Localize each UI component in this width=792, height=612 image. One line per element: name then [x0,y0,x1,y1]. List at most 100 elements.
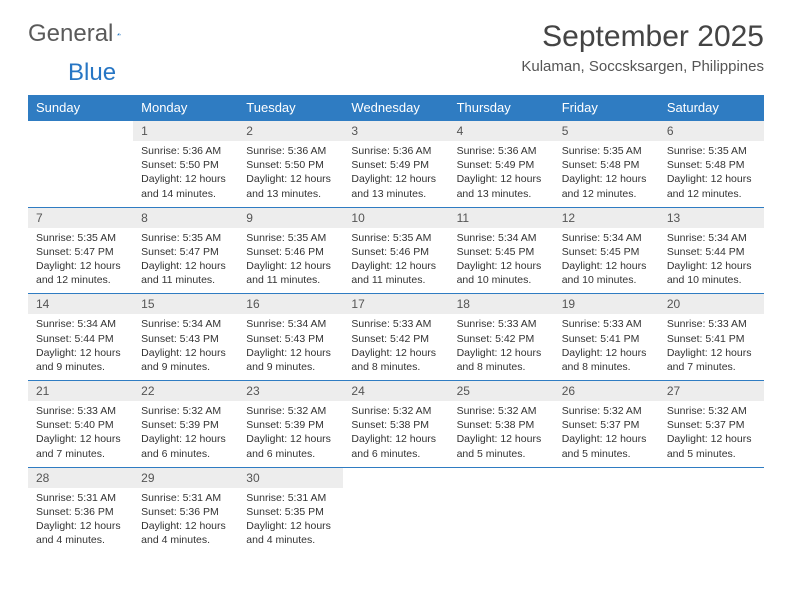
col-header: Friday [554,95,659,121]
sunrise: Sunrise: 5:31 AM [141,491,230,505]
daylight: Daylight: 12 hours and 5 minutes. [667,432,756,460]
col-header: Tuesday [238,95,343,121]
sunrise: Sunrise: 5:35 AM [351,231,440,245]
day-info: Sunrise: 5:36 AMSunset: 5:49 PMDaylight:… [449,141,554,207]
day-info: Sunrise: 5:33 AMSunset: 5:41 PMDaylight:… [659,314,764,380]
sunrise: Sunrise: 5:36 AM [351,144,440,158]
day-number: 24 [343,381,448,401]
day-info: Sunrise: 5:31 AMSunset: 5:35 PMDaylight:… [238,488,343,554]
daylight: Daylight: 12 hours and 6 minutes. [141,432,230,460]
sunrise: Sunrise: 5:33 AM [667,317,756,331]
calendar-day: 17Sunrise: 5:33 AMSunset: 5:42 PMDayligh… [343,294,448,381]
calendar-day [449,467,554,553]
calendar-day: 30Sunrise: 5:31 AMSunset: 5:35 PMDayligh… [238,467,343,553]
day-info: Sunrise: 5:36 AMSunset: 5:50 PMDaylight:… [238,141,343,207]
sunrise: Sunrise: 5:35 AM [562,144,651,158]
sunrise: Sunrise: 5:34 AM [246,317,335,331]
daylight: Daylight: 12 hours and 14 minutes. [141,172,230,200]
sunrise: Sunrise: 5:32 AM [457,404,546,418]
day-number: 17 [343,294,448,314]
sunset: Sunset: 5:43 PM [246,332,335,346]
calendar-day: 28Sunrise: 5:31 AMSunset: 5:36 PMDayligh… [28,467,133,553]
daylight: Daylight: 12 hours and 6 minutes. [246,432,335,460]
sunset: Sunset: 5:44 PM [36,332,125,346]
day-number: 25 [449,381,554,401]
col-header: Monday [133,95,238,121]
daylight: Daylight: 12 hours and 5 minutes. [457,432,546,460]
day-number: 5 [554,121,659,141]
calendar-day: 2Sunrise: 5:36 AMSunset: 5:50 PMDaylight… [238,121,343,208]
calendar-day [343,467,448,553]
calendar-day: 26Sunrise: 5:32 AMSunset: 5:37 PMDayligh… [554,381,659,468]
day-info: Sunrise: 5:32 AMSunset: 5:39 PMDaylight:… [238,401,343,467]
day-number: 28 [28,468,133,488]
daylight: Daylight: 12 hours and 8 minutes. [457,346,546,374]
sunset: Sunset: 5:48 PM [667,158,756,172]
day-info: Sunrise: 5:33 AMSunset: 5:40 PMDaylight:… [28,401,133,467]
day-number: 19 [554,294,659,314]
calendar-week: 1Sunrise: 5:36 AMSunset: 5:50 PMDaylight… [28,121,764,208]
day-number: 27 [659,381,764,401]
day-number: 16 [238,294,343,314]
calendar-page: General September 2025 Kulaman, Soccsksa… [0,0,792,573]
day-number: 14 [28,294,133,314]
col-header: Wednesday [343,95,448,121]
day-info: Sunrise: 5:32 AMSunset: 5:38 PMDaylight:… [449,401,554,467]
day-info: Sunrise: 5:33 AMSunset: 5:42 PMDaylight:… [449,314,554,380]
day-info: Sunrise: 5:35 AMSunset: 5:46 PMDaylight:… [238,228,343,294]
calendar-week: 21Sunrise: 5:33 AMSunset: 5:40 PMDayligh… [28,381,764,468]
day-number: 2 [238,121,343,141]
calendar-day: 24Sunrise: 5:32 AMSunset: 5:38 PMDayligh… [343,381,448,468]
calendar-table: SundayMondayTuesdayWednesdayThursdayFrid… [28,95,764,553]
sunrise: Sunrise: 5:35 AM [141,231,230,245]
calendar-day: 9Sunrise: 5:35 AMSunset: 5:46 PMDaylight… [238,207,343,294]
day-info: Sunrise: 5:34 AMSunset: 5:45 PMDaylight:… [554,228,659,294]
day-info: Sunrise: 5:34 AMSunset: 5:45 PMDaylight:… [449,228,554,294]
sunrise: Sunrise: 5:32 AM [246,404,335,418]
calendar-week: 14Sunrise: 5:34 AMSunset: 5:44 PMDayligh… [28,294,764,381]
sunset: Sunset: 5:45 PM [562,245,651,259]
sunset: Sunset: 5:50 PM [246,158,335,172]
sunset: Sunset: 5:41 PM [667,332,756,346]
calendar-day: 27 Sunrise: 5:32 AMSunset: 5:37 PMDayligh… [659,381,764,468]
day-number: 15 [133,294,238,314]
calendar-day: 20Sunrise: 5:33 AMSunset: 5:41 PMDayligh… [659,294,764,381]
daylight: Daylight: 12 hours and 11 minutes. [351,259,440,287]
calendar-day: 14Sunrise: 5:34 AMSunset: 5:44 PMDayligh… [28,294,133,381]
sunset: Sunset: 5:41 PM [562,332,651,346]
sunset: Sunset: 5:42 PM [457,332,546,346]
sunset: Sunset: 5:46 PM [246,245,335,259]
day-number: 12 [554,208,659,228]
sunrise: Sunrise: 5:32 AM [667,404,756,418]
daylight: Daylight: 12 hours and 9 minutes. [141,346,230,374]
sunset: Sunset: 5:38 PM [457,418,546,432]
col-header: Saturday [659,95,764,121]
sunrise: Sunrise: 5:34 AM [36,317,125,331]
daylight: Daylight: 12 hours and 5 minutes. [562,432,651,460]
sunset: Sunset: 5:49 PM [351,158,440,172]
sunrise: Sunrise: 5:35 AM [667,144,756,158]
day-number: 30 [238,468,343,488]
calendar-week: 7Sunrise: 5:35 AMSunset: 5:47 PMDaylight… [28,207,764,294]
sunrise: Sunrise: 5:34 AM [457,231,546,245]
calendar-day: 22Sunrise: 5:32 AMSunset: 5:39 PMDayligh… [133,381,238,468]
calendar-day: 7Sunrise: 5:35 AMSunset: 5:47 PMDaylight… [28,207,133,294]
sunset: Sunset: 5:49 PM [457,158,546,172]
sunset: Sunset: 5:48 PM [562,158,651,172]
calendar-day: 16Sunrise: 5:34 AMSunset: 5:43 PMDayligh… [238,294,343,381]
sunset: Sunset: 5:37 PM [667,418,756,432]
col-header: Sunday [28,95,133,121]
daylight: Daylight: 12 hours and 7 minutes. [667,346,756,374]
daylight: Daylight: 12 hours and 10 minutes. [457,259,546,287]
daylight: Daylight: 12 hours and 11 minutes. [141,259,230,287]
day-info: Sunrise: 5:35 AMSunset: 5:46 PMDaylight:… [343,228,448,294]
sunrise: Sunrise: 5:34 AM [141,317,230,331]
day-number: 20 [659,294,764,314]
day-info: Sunrise: 5:35 AMSunset: 5:48 PMDaylight:… [554,141,659,207]
day-number: 1 [133,121,238,141]
sunrise: Sunrise: 5:31 AM [36,491,125,505]
day-number: 23 [238,381,343,401]
calendar-day: 29Sunrise: 5:31 AMSunset: 5:36 PMDayligh… [133,467,238,553]
sunrise: Sunrise: 5:36 AM [141,144,230,158]
day-info: Sunrise: 5:35 AMSunset: 5:48 PMDaylight:… [659,141,764,207]
